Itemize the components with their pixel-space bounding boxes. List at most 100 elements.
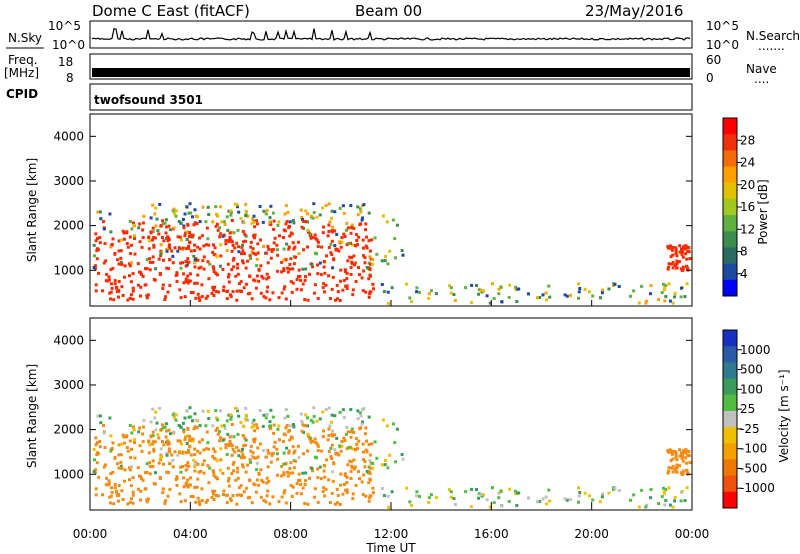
echo-cell — [337, 249, 341, 253]
echo-cell — [257, 279, 261, 283]
echo-cell — [339, 483, 343, 487]
echo-cell — [328, 297, 332, 300]
echo-cell — [671, 457, 675, 461]
echo-cell — [259, 442, 262, 446]
echo-cell — [667, 450, 671, 454]
echo-cell — [372, 287, 375, 291]
echo-cell — [221, 471, 225, 475]
echo-cell — [292, 262, 296, 266]
echo-cell — [345, 271, 349, 275]
echo-cell — [146, 293, 150, 297]
echo-cell — [449, 286, 453, 290]
echo-cell — [334, 451, 338, 455]
echo-cell — [311, 235, 315, 239]
echo-cell — [182, 430, 186, 434]
echo-cell — [187, 211, 191, 215]
echo-cell — [578, 287, 582, 290]
echo-cell — [132, 427, 136, 431]
echo-cell — [294, 459, 297, 463]
echo-cell — [222, 220, 226, 224]
echo-cell — [390, 286, 394, 290]
echo-cell — [267, 247, 271, 251]
echo-cell — [249, 449, 253, 453]
echo-cell — [213, 457, 217, 461]
echo-cell — [278, 438, 281, 442]
echo-cell — [193, 485, 197, 489]
echo-cell — [685, 468, 688, 472]
echo-cell — [120, 489, 124, 493]
echo-cell — [369, 274, 372, 278]
echo-cell — [371, 486, 375, 490]
echo-cell — [168, 432, 172, 436]
echo-cell — [128, 296, 132, 300]
echo-cell — [600, 495, 604, 499]
echo-cell — [330, 239, 334, 243]
echo-cell — [147, 440, 151, 444]
echo-cell — [218, 430, 222, 434]
echo-cell — [250, 221, 254, 225]
echo-cell — [230, 219, 234, 222]
echo-cell — [649, 488, 653, 491]
echo-cell — [151, 434, 155, 438]
echo-cell — [148, 472, 152, 476]
echo-cell — [679, 295, 683, 299]
echo-cell — [139, 271, 143, 275]
echo-cell — [427, 496, 431, 500]
echo-cell — [342, 436, 346, 440]
echo-cell — [131, 493, 135, 497]
echo-cell — [563, 293, 567, 297]
echo-cell — [171, 209, 175, 213]
echo-cell — [250, 425, 254, 429]
echo-cell — [408, 500, 412, 504]
colorbar-swatch — [723, 166, 737, 184]
echo-cell — [268, 502, 272, 506]
echo-cell — [144, 267, 147, 271]
echo-cell — [300, 420, 304, 423]
echo-cell — [229, 413, 233, 417]
echo-cell — [145, 294, 149, 298]
echo-cell — [241, 230, 245, 233]
echo-cell — [130, 261, 133, 265]
echo-cell — [186, 257, 190, 261]
echo-cell — [678, 260, 681, 264]
nave-tick-bottom: 0 — [706, 71, 714, 85]
echo-cell — [352, 430, 356, 434]
echo-cell — [196, 449, 200, 453]
echo-cell — [174, 214, 178, 218]
echo-cell — [151, 255, 155, 259]
echo-cell — [380, 463, 384, 467]
x-tick-label: 20:00 — [574, 527, 609, 541]
echo-cell — [188, 406, 192, 410]
echo-cell — [168, 450, 172, 454]
echo-cell — [339, 472, 343, 476]
echo-cell — [163, 425, 167, 429]
echo-cell — [671, 301, 675, 305]
echo-cell — [427, 296, 431, 300]
echo-cell — [252, 236, 256, 240]
echo-cell — [666, 267, 670, 271]
echo-cell — [226, 432, 230, 436]
echo-cell — [362, 254, 366, 258]
echo-cell — [266, 465, 270, 469]
echo-cell — [547, 284, 551, 288]
echo-cell — [675, 463, 679, 467]
colorbar-swatch — [723, 443, 737, 460]
echo-cell — [137, 430, 141, 434]
echo-cell — [357, 266, 360, 269]
echo-cell — [239, 484, 243, 488]
echo-cell — [159, 224, 163, 228]
echo-cell — [280, 474, 284, 478]
echo-cell — [234, 274, 238, 278]
echo-cell — [577, 290, 581, 294]
echo-cell — [675, 262, 679, 266]
echo-cell — [211, 469, 215, 473]
echo-cell — [687, 450, 691, 454]
echo-cell — [312, 406, 316, 410]
echo-cell — [328, 501, 332, 504]
echo-cell — [171, 261, 175, 265]
echo-cell — [338, 444, 342, 448]
echo-cell — [93, 254, 96, 258]
echo-cell — [259, 291, 263, 295]
echo-cell — [115, 285, 119, 289]
echo-cell — [371, 258, 375, 261]
